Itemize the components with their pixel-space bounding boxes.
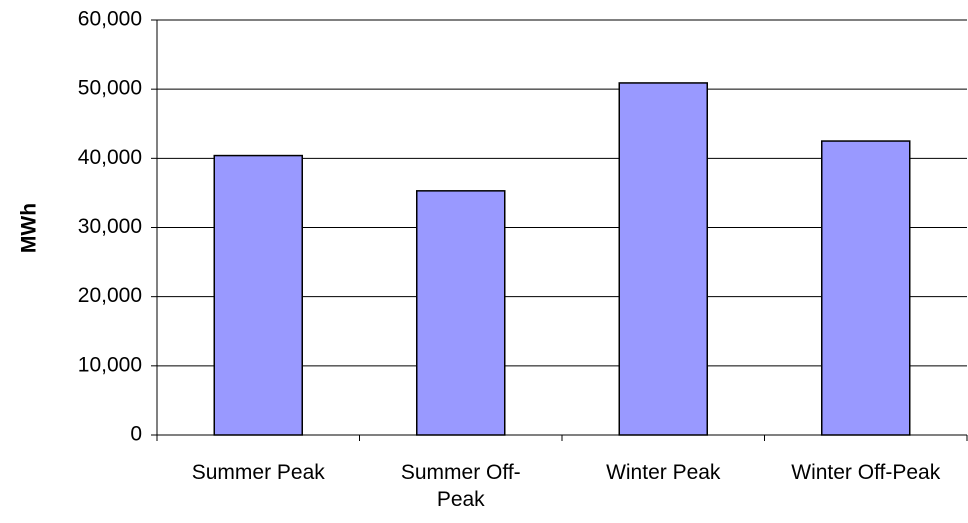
y-tick-label: 50,000 xyxy=(78,77,142,100)
bar xyxy=(618,82,708,436)
bar xyxy=(416,190,506,436)
x-tick-label: Winter Off-Peak xyxy=(791,461,941,484)
y-tick-label: 10,000 xyxy=(78,353,142,376)
bar xyxy=(821,140,911,436)
y-axis-label: MWh xyxy=(18,203,41,253)
x-tick-label: Summer Off-Peak xyxy=(400,461,521,511)
y-tick-label: 0 xyxy=(130,423,142,446)
y-tick-label: 40,000 xyxy=(78,146,142,169)
y-tick-label: 60,000 xyxy=(78,8,142,31)
bar xyxy=(213,154,303,436)
y-tick-label: 30,000 xyxy=(78,215,142,238)
x-tick-label: Winter Peak xyxy=(606,461,721,484)
x-tick-label: Summer Peak xyxy=(191,461,325,484)
y-tick-label: 20,000 xyxy=(78,284,142,307)
